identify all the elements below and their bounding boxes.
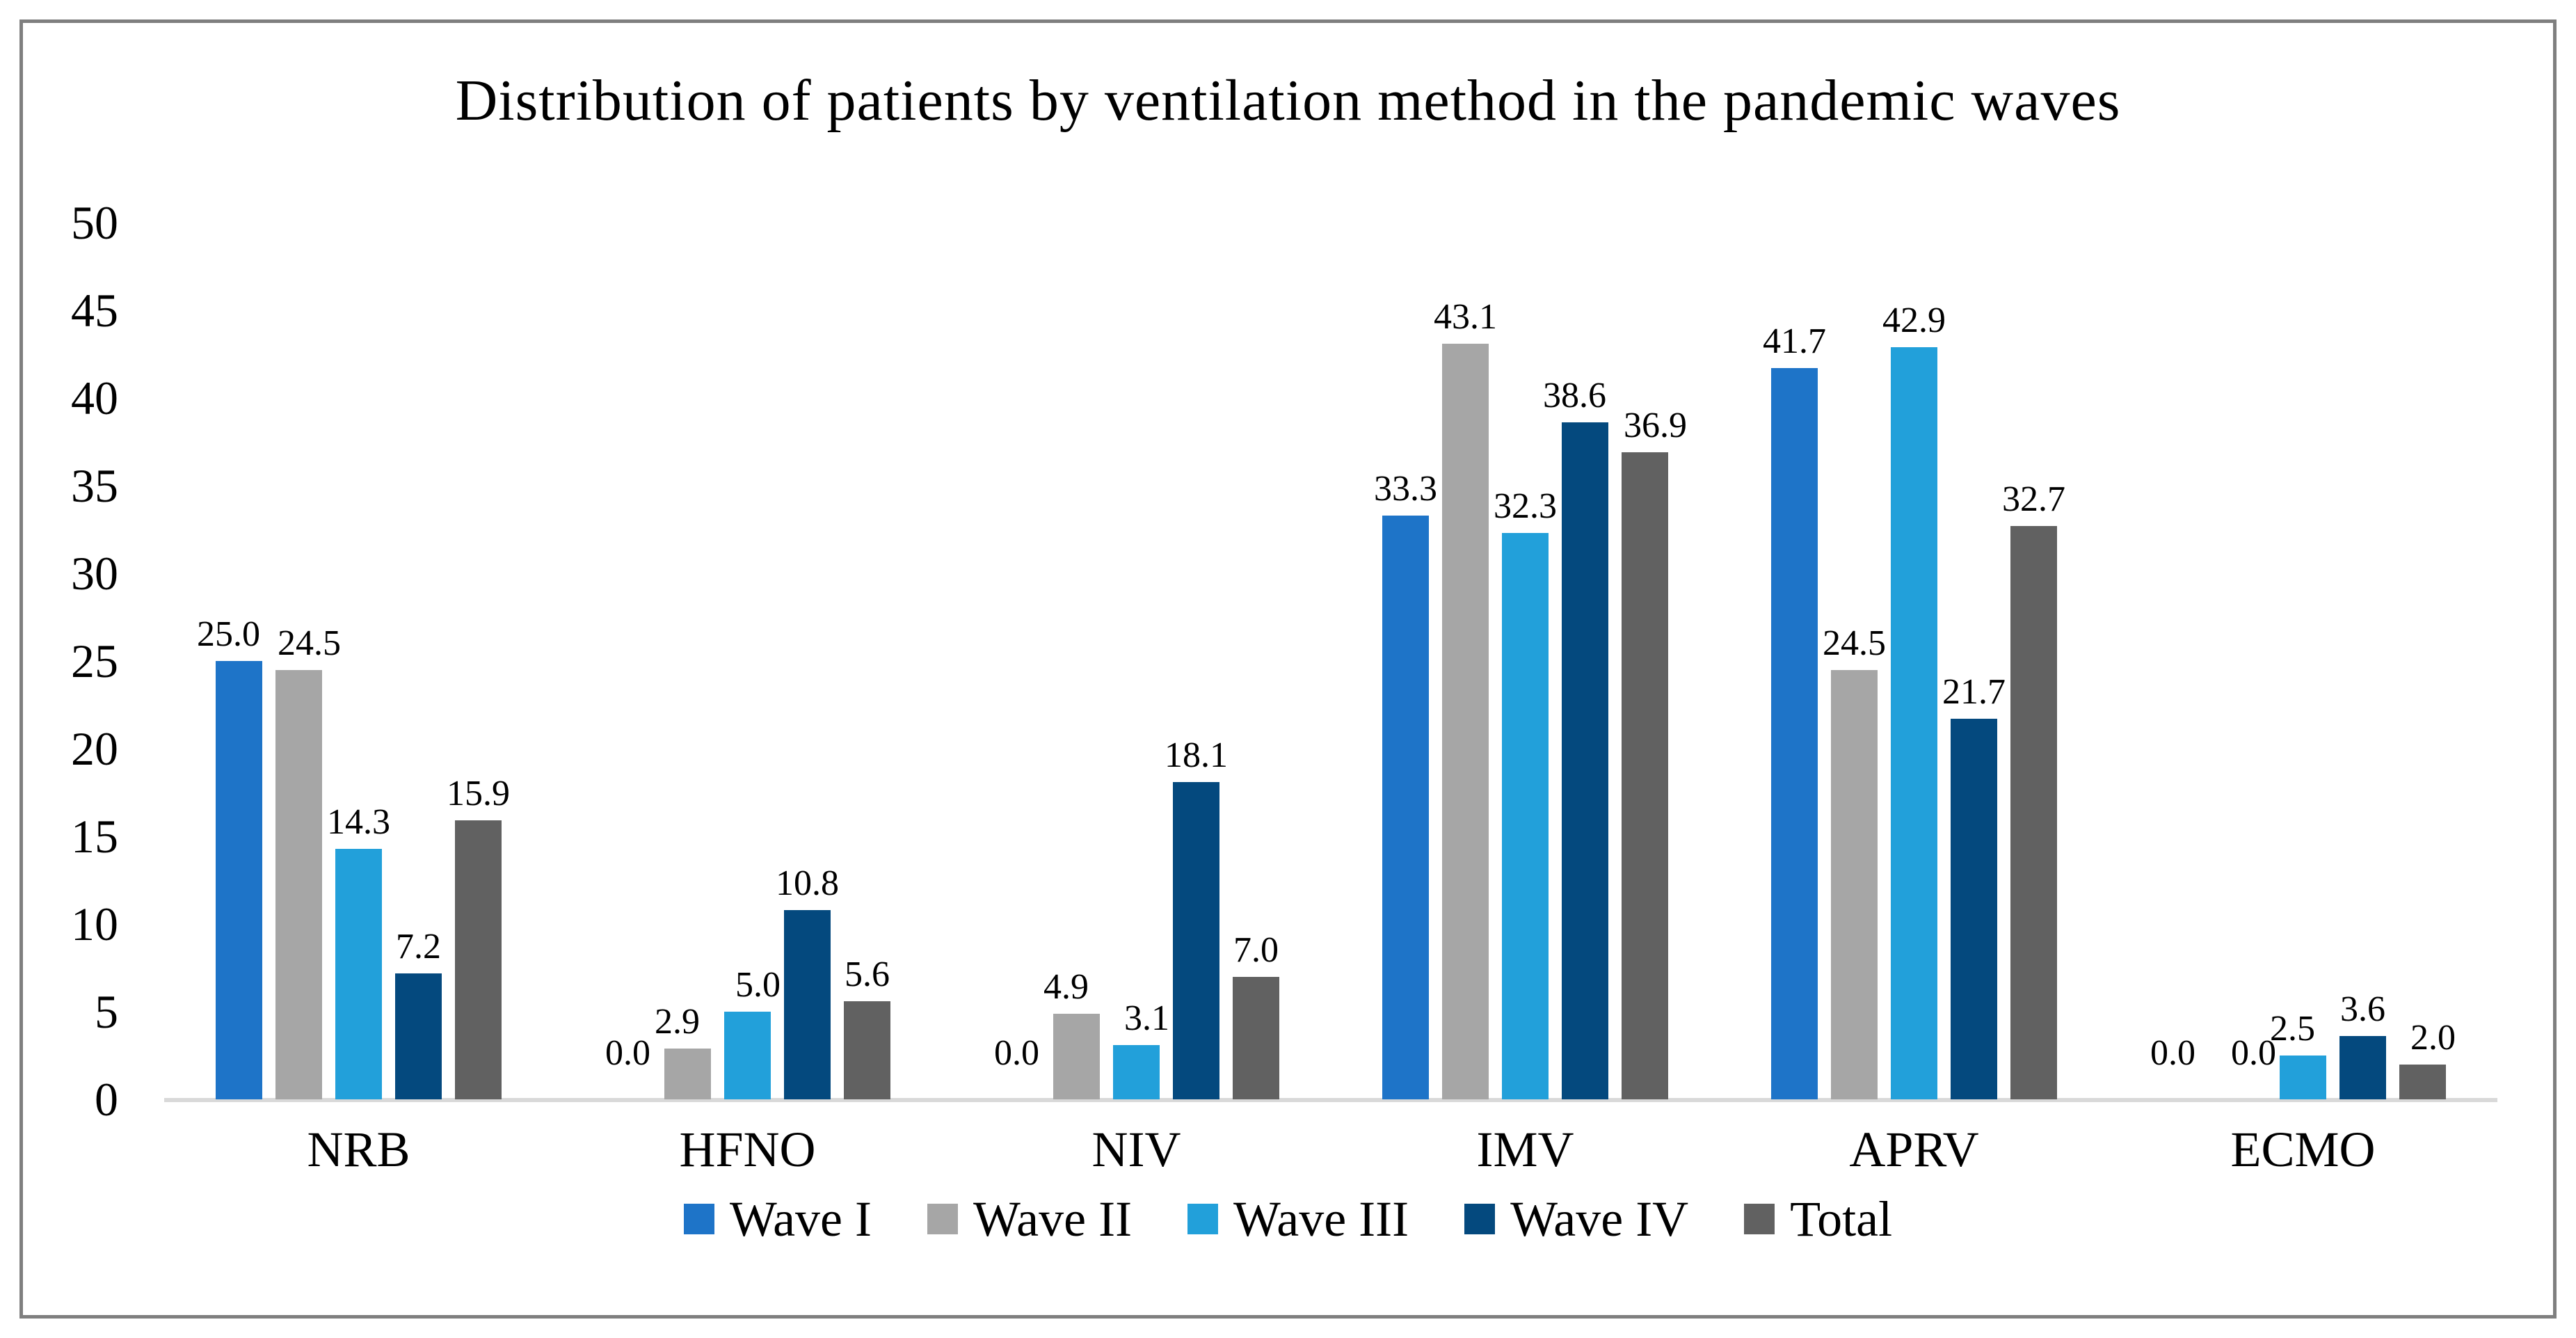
category-label-niv: NIV <box>1091 1122 1181 1177</box>
value-label-wave-ii-imv: 43.1 <box>1434 296 1497 337</box>
value-label-total-aprv: 32.7 <box>2002 479 2065 519</box>
y-tick-label: 35 <box>71 459 118 512</box>
legend-swatch-wave-iii <box>1187 1204 1219 1234</box>
value-label-wave-i-nrb: 25.0 <box>197 614 260 654</box>
bar-wave-ii-nrb <box>275 669 322 1099</box>
bar-wave-iii-aprv <box>1891 347 1937 1099</box>
y-tick-label: 5 <box>95 985 118 1038</box>
y-tick-label: 40 <box>71 372 118 424</box>
category-label-aprv: APRV <box>1849 1122 1979 1177</box>
y-tick-label: 10 <box>71 898 118 950</box>
bar-wave-i-aprv <box>1771 368 1818 1099</box>
category-label-imv: IMV <box>1476 1122 1574 1177</box>
value-label-wave-iii-nrb: 14.3 <box>327 802 390 842</box>
bar-wave-iv-ecmo <box>2339 1036 2386 1099</box>
legend-label-wave-iii: Wave III <box>1233 1191 1409 1247</box>
y-tick-label: 30 <box>71 547 118 600</box>
y-tick-label: 15 <box>71 810 118 863</box>
value-label-wave-ii-nrb: 24.5 <box>278 623 341 663</box>
bar-wave-ii-imv <box>1442 343 1489 1099</box>
legend-item-wave-iii: Wave III <box>1187 1191 1409 1247</box>
bar-total-hfno <box>844 1001 890 1099</box>
bar-wave-iii-hfno <box>724 1012 771 1099</box>
bar-total-niv <box>1233 976 1279 1099</box>
bar-wave-ii-hfno <box>664 1048 711 1099</box>
bar-wave-iii-niv <box>1113 1044 1160 1099</box>
bar-wave-iv-imv <box>1562 422 1608 1099</box>
legend-swatch-wave-i <box>683 1204 714 1234</box>
value-label-wave-iv-nrb: 7.2 <box>396 926 441 966</box>
bar-wave-iv-niv <box>1173 781 1219 1099</box>
bar-wave-iii-ecmo <box>2280 1056 2326 1099</box>
bar-total-aprv <box>2010 525 2057 1099</box>
value-label-wave-iii-aprv: 42.9 <box>1882 300 1946 340</box>
legend-label-total: Total <box>1790 1191 1893 1247</box>
legend-swatch-total <box>1744 1204 1775 1234</box>
legend-item-wave-ii: Wave II <box>927 1191 1132 1247</box>
value-label-total-niv: 7.0 <box>1233 930 1279 970</box>
value-label-wave-iv-ecmo: 3.6 <box>2340 989 2385 1030</box>
value-label-wave-i-aprv: 41.7 <box>1763 321 1826 362</box>
value-label-wave-iv-imv: 38.6 <box>1543 376 1606 416</box>
y-tick-label: 45 <box>71 284 118 337</box>
value-label-total-imv: 36.9 <box>1624 406 1687 446</box>
value-label-wave-iii-niv: 3.1 <box>1124 998 1169 1038</box>
bar-wave-ii-niv <box>1053 1013 1100 1099</box>
value-label-wave-i-hfno: 0.0 <box>605 1033 650 1073</box>
y-tick-label: 25 <box>71 635 118 687</box>
legend-item-wave-iv: Wave IV <box>1464 1191 1688 1247</box>
bar-wave-iv-hfno <box>784 909 831 1099</box>
value-label-wave-iv-niv: 18.1 <box>1165 735 1228 775</box>
bar-wave-i-imv <box>1382 515 1429 1099</box>
value-label-wave-ii-hfno: 2.9 <box>655 1001 700 1042</box>
legend-swatch-wave-ii <box>927 1204 958 1234</box>
y-tick-label: 20 <box>71 722 118 775</box>
x-axis-line <box>164 1098 2497 1102</box>
legend-label-wave-ii: Wave II <box>973 1191 1133 1247</box>
category-label-hfno: HFNO <box>679 1122 816 1177</box>
value-label-total-nrb: 15.9 <box>447 774 510 814</box>
value-label-wave-ii-aprv: 24.5 <box>1823 623 1886 663</box>
bar-wave-iii-nrb <box>335 848 382 1099</box>
value-label-total-ecmo: 2.0 <box>2410 1017 2456 1058</box>
y-tick-label: 0 <box>95 1073 118 1126</box>
legend: Wave I Wave II Wave III Wave IV Total <box>0 1191 2576 1247</box>
value-label-wave-ii-niv: 4.9 <box>1043 966 1089 1007</box>
legend-item-wave-i: Wave I <box>683 1191 872 1247</box>
value-label-wave-iv-hfno: 10.8 <box>776 863 839 903</box>
legend-label-wave-i: Wave I <box>729 1191 872 1247</box>
value-label-wave-iv-aprv: 21.7 <box>1942 672 2006 712</box>
bar-wave-iii-imv <box>1502 533 1549 1099</box>
value-label-wave-i-niv: 0.0 <box>994 1033 1039 1073</box>
value-label-wave-i-ecmo: 0.0 <box>2150 1033 2195 1073</box>
bar-total-ecmo <box>2399 1064 2446 1099</box>
category-label-nrb: NRB <box>307 1122 410 1177</box>
legend-label-wave-iv: Wave IV <box>1510 1191 1689 1247</box>
value-label-wave-iii-ecmo: 2.5 <box>2270 1009 2315 1049</box>
bar-wave-ii-aprv <box>1831 669 1878 1099</box>
legend-item-total: Total <box>1744 1191 1892 1247</box>
bar-wave-iv-aprv <box>1951 719 1997 1099</box>
category-label-ecmo: ECMO <box>2230 1122 2376 1177</box>
value-label-total-hfno: 5.6 <box>845 954 890 994</box>
value-label-wave-i-imv: 33.3 <box>1374 468 1437 509</box>
y-tick-label: 50 <box>71 196 118 249</box>
value-label-wave-iii-hfno: 5.0 <box>735 965 781 1005</box>
value-label-wave-iii-imv: 32.3 <box>1494 486 1557 527</box>
bar-total-nrb <box>455 820 502 1099</box>
legend-swatch-wave-iv <box>1464 1204 1496 1234</box>
bar-wave-i-nrb <box>216 661 262 1099</box>
chart-title: Distribution of patients by ventilation … <box>455 68 2121 133</box>
bar-total-imv <box>1622 452 1668 1099</box>
value-label-wave-ii-ecmo: 0.0 <box>2231 1033 2276 1073</box>
bar-wave-iv-nrb <box>395 973 442 1099</box>
chart-frame-border <box>19 19 2557 1319</box>
